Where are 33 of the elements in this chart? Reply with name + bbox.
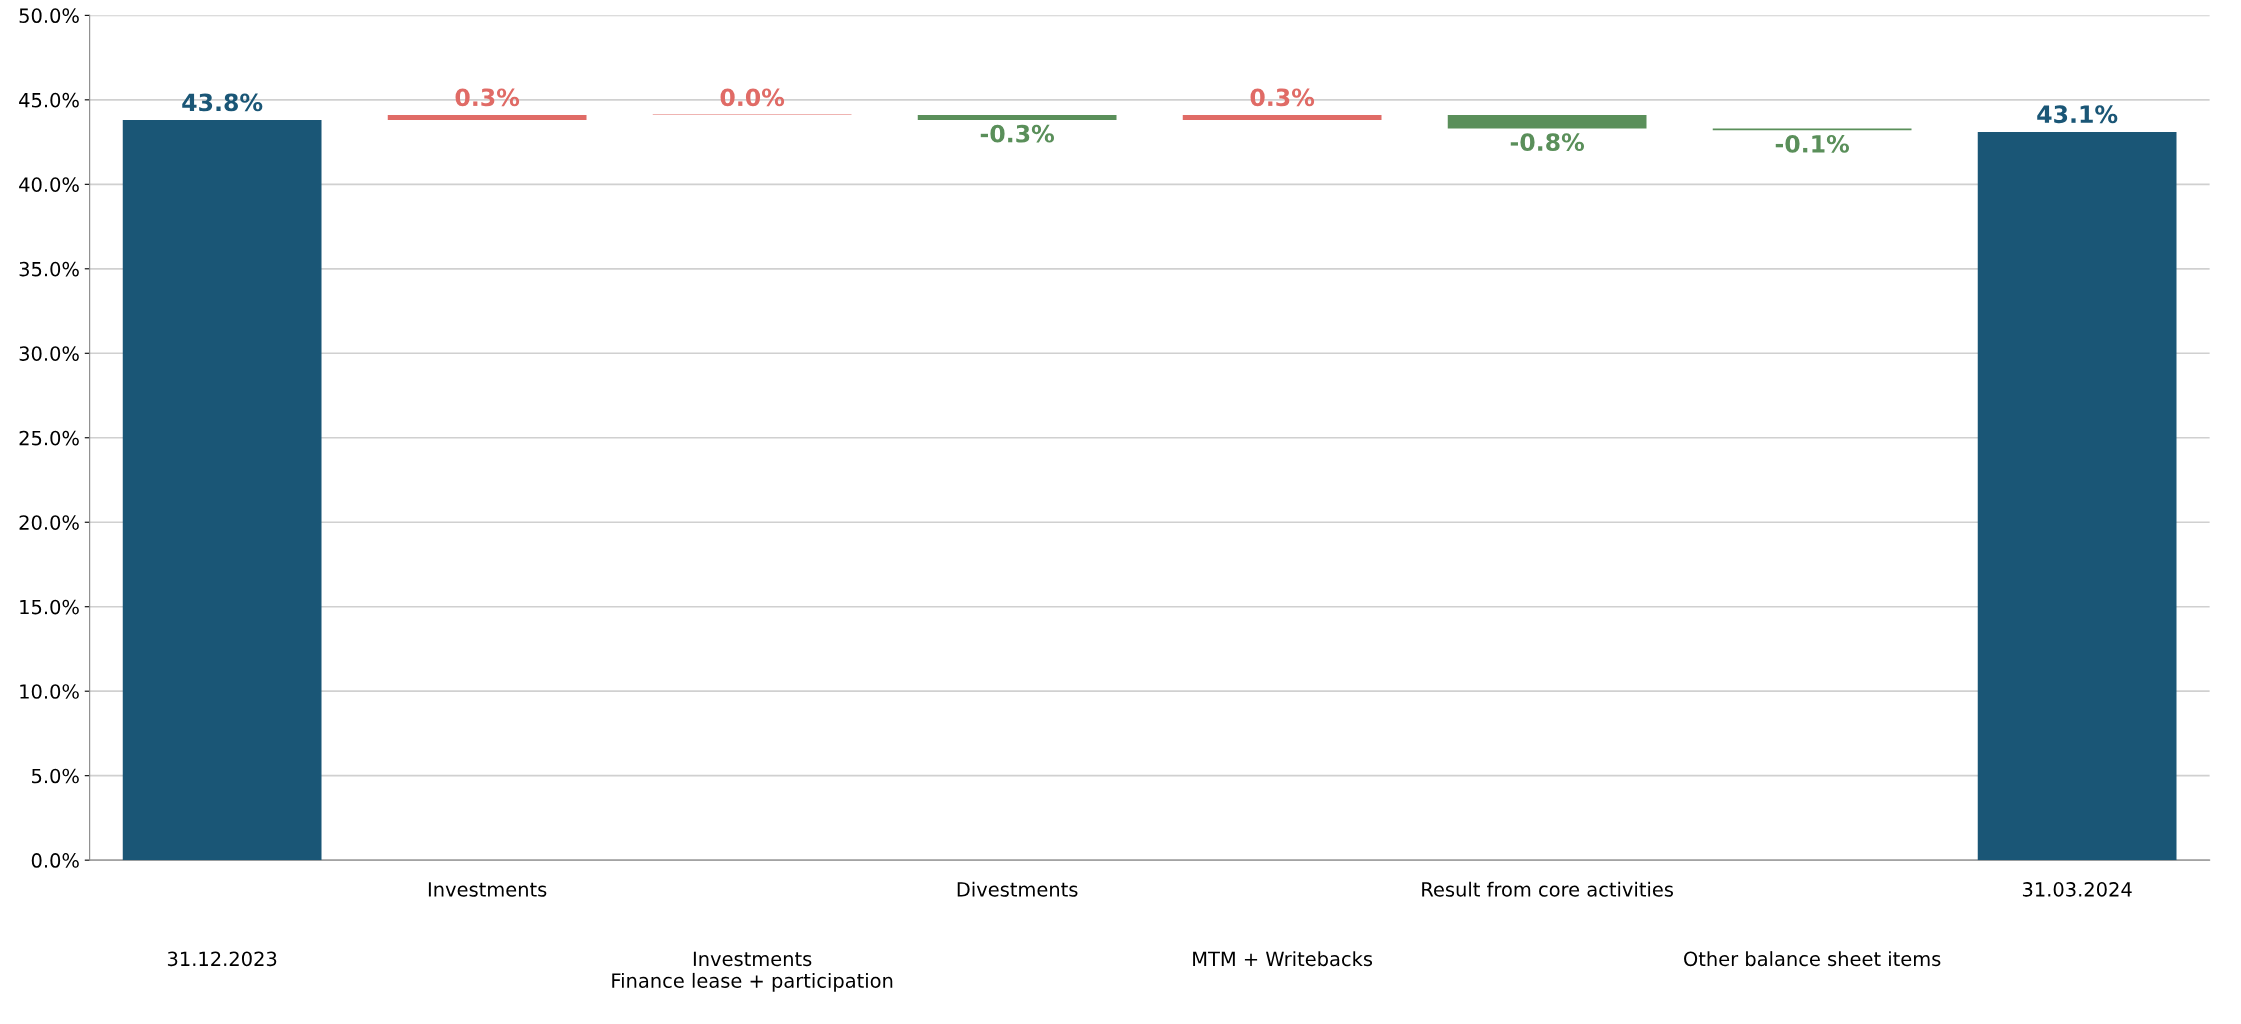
- y-tick-label: 15.0%: [20, 599, 79, 615]
- x-tick-label: Divestments: [957, 881, 1078, 897]
- data-label: -0.3%: [980, 124, 1055, 143]
- x-tick-label: MTM + Writebacks: [1193, 951, 1373, 967]
- y-tick-label: 50.0%: [19, 8, 79, 24]
- bar: [387, 115, 587, 121]
- data-label: -0.8%: [1510, 133, 1585, 152]
- x-tick-label: Investments Finance lease + participation: [612, 951, 893, 992]
- x-tick-label: Investments: [428, 882, 547, 897]
- y-tick-label: 20.0%: [19, 515, 79, 530]
- data-label: 0.3%: [1250, 88, 1315, 107]
- x-tick-label: 31.12.2023: [167, 951, 277, 967]
- y-tick-label: 10.0%: [20, 684, 79, 699]
- x-tick-label: Result from core activities: [1422, 881, 1673, 897]
- bar: [122, 120, 322, 861]
- bar: [1977, 131, 2177, 861]
- bar: [1182, 115, 1382, 121]
- bar: [1447, 115, 1647, 129]
- x-tick-label: Other balance sheet items: [1684, 951, 1941, 967]
- data-label: 0.0%: [720, 88, 785, 107]
- y-tick-label: 35.0%: [19, 261, 79, 277]
- y-tick-label: 45.0%: [19, 92, 79, 108]
- data-label: 0.3%: [455, 88, 520, 107]
- bar: [917, 115, 1117, 121]
- data-label: -0.1%: [1775, 134, 1850, 153]
- y-tick-label: 40.0%: [19, 177, 79, 192]
- x-tick-label: 31.03.2024: [2022, 882, 2132, 897]
- y-tick-label: 30.0%: [19, 346, 79, 361]
- y-tick-label: 0.0%: [31, 853, 79, 868]
- y-tick-label: 25.0%: [19, 430, 79, 446]
- data-label: 43.1%: [2037, 105, 2118, 124]
- data-label: 43.8%: [182, 93, 263, 112]
- y-tick-label: 5.0%: [32, 768, 79, 784]
